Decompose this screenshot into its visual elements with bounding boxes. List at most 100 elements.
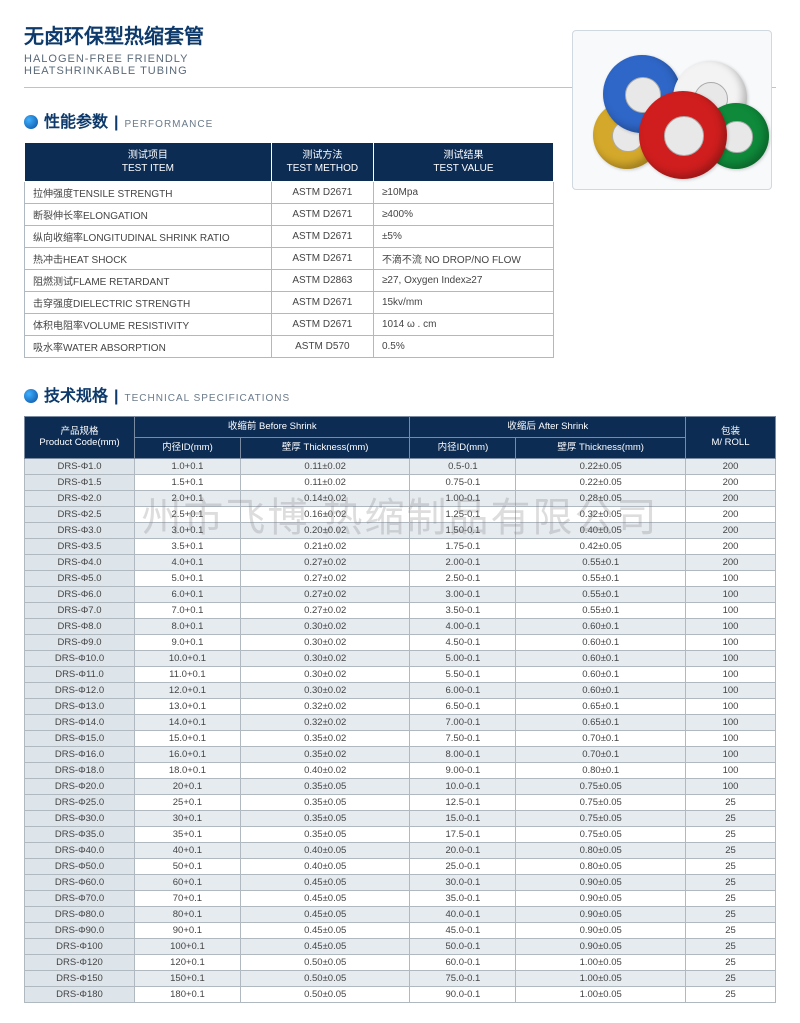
spec-cell-id-after: 20.0-0.1 (410, 842, 516, 858)
spec-cell-pack: 200 (686, 474, 776, 490)
spec-cell-pack: 25 (686, 890, 776, 906)
bullet-icon (24, 115, 38, 129)
spec-cell-thick-before: 0.45±0.05 (240, 938, 410, 954)
spec-cell-thick-after: 0.70±0.1 (516, 746, 686, 762)
perf-cell-method: ASTM D2671 (271, 292, 373, 314)
spec-cell-id-after: 4.50-0.1 (410, 634, 516, 650)
spec-cell-id-after: 3.50-0.1 (410, 602, 516, 618)
perf-row: 吸水率WATER ABSORPTIONASTM D5700.5% (25, 336, 554, 358)
spec-cell-id-before: 4.0+0.1 (135, 554, 241, 570)
spec-cell-thick-before: 0.40±0.02 (240, 762, 410, 778)
spec-cell-code: DRS-Φ60.0 (25, 874, 135, 890)
spec-cell-pack: 100 (686, 778, 776, 794)
spec-cell-thick-after: 1.00±0.05 (516, 970, 686, 986)
perf-cell-method: ASTM D2671 (271, 204, 373, 226)
spec-head-thick-before: 壁厚 Thickness(mm) (240, 437, 410, 458)
spec-cell-thick-after: 0.60±0.1 (516, 618, 686, 634)
spec-cell-id-after: 75.0-0.1 (410, 970, 516, 986)
spec-row: DRS-Φ5.05.0+0.10.27±0.022.50-0.10.55±0.1… (25, 570, 776, 586)
spec-cell-id-before: 6.0+0.1 (135, 586, 241, 602)
spec-cell-id-before: 80+0.1 (135, 906, 241, 922)
spec-cell-id-before: 1.5+0.1 (135, 474, 241, 490)
spec-cell-id-after: 10.0-0.1 (410, 778, 516, 794)
spec-cell-code: DRS-Φ4.0 (25, 554, 135, 570)
specs-cn: 技术规格 (44, 382, 108, 406)
spec-cell-pack: 100 (686, 666, 776, 682)
spec-cell-id-after: 15.0-0.1 (410, 810, 516, 826)
spec-row: DRS-Φ90.090+0.10.45±0.0545.0-0.10.90±0.0… (25, 922, 776, 938)
spec-cell-pack: 200 (686, 554, 776, 570)
perf-cell-method: ASTM D2863 (271, 270, 373, 292)
spec-cell-id-before: 25+0.1 (135, 794, 241, 810)
spec-cell-thick-after: 0.65±0.1 (516, 698, 686, 714)
spec-cell-thick-after: 0.60±0.1 (516, 682, 686, 698)
performance-cn: 性能参数 (44, 108, 108, 132)
spec-cell-thick-after: 0.90±0.05 (516, 890, 686, 906)
spec-cell-thick-before: 0.14±0.02 (240, 490, 410, 506)
spec-head-pack: 包装M/ ROLL (686, 417, 776, 459)
spec-row: DRS-Φ80.080+0.10.45±0.0540.0-0.10.90±0.0… (25, 906, 776, 922)
spec-cell-code: DRS-Φ90.0 (25, 922, 135, 938)
spec-cell-pack: 100 (686, 714, 776, 730)
spec-cell-id-before: 11.0+0.1 (135, 666, 241, 682)
spec-cell-thick-before: 0.40±0.05 (240, 842, 410, 858)
spec-cell-thick-after: 0.65±0.1 (516, 714, 686, 730)
perf-cell-method: ASTM D2671 (271, 226, 373, 248)
specifications-table: 产品规格Product Code(mm) 收缩前 Before Shrink 收… (24, 416, 776, 1003)
perf-cell-item: 击穿强度DIELECTRIC STRENGTH (25, 292, 272, 314)
spec-cell-thick-before: 0.27±0.02 (240, 602, 410, 618)
spec-cell-id-before: 7.0+0.1 (135, 602, 241, 618)
spec-cell-thick-before: 0.50±0.05 (240, 986, 410, 1002)
spec-cell-pack: 25 (686, 826, 776, 842)
performance-en: PERFORMANCE (125, 119, 214, 130)
spec-cell-id-after: 9.00-0.1 (410, 762, 516, 778)
spec-head-id-before: 内径ID(mm) (135, 437, 241, 458)
spec-cell-id-after: 25.0-0.1 (410, 858, 516, 874)
spec-row: DRS-Φ25.025+0.10.35±0.0512.5-0.10.75±0.0… (25, 794, 776, 810)
spec-row: DRS-Φ50.050+0.10.40±0.0525.0-0.10.80±0.0… (25, 858, 776, 874)
perf-cell-value: 15kv/mm (373, 292, 553, 314)
perf-cell-value: 0.5% (373, 336, 553, 358)
spec-cell-pack: 100 (686, 682, 776, 698)
spec-cell-code: DRS-Φ35.0 (25, 826, 135, 842)
spec-row: DRS-Φ1.51.5+0.10.11±0.020.75-0.10.22±0.0… (25, 474, 776, 490)
spec-cell-pack: 25 (686, 970, 776, 986)
spec-cell-id-after: 6.00-0.1 (410, 682, 516, 698)
spec-row: DRS-Φ150150+0.10.50±0.0575.0-0.11.00±0.0… (25, 970, 776, 986)
perf-cell-value: ≥10Mpa (373, 182, 553, 204)
perf-cell-value: 不滴不流 NO DROP/NO FLOW (373, 248, 553, 270)
spec-cell-thick-before: 0.32±0.02 (240, 698, 410, 714)
spec-cell-thick-before: 0.20±0.02 (240, 522, 410, 538)
spec-cell-id-after: 45.0-0.1 (410, 922, 516, 938)
spec-cell-code: DRS-Φ25.0 (25, 794, 135, 810)
spec-cell-id-after: 8.00-0.1 (410, 746, 516, 762)
spec-cell-id-before: 16.0+0.1 (135, 746, 241, 762)
spec-cell-id-after: 1.25-0.1 (410, 506, 516, 522)
spec-cell-thick-after: 0.90±0.05 (516, 874, 686, 890)
spec-cell-code: DRS-Φ80.0 (25, 906, 135, 922)
spec-cell-pack: 25 (686, 938, 776, 954)
spec-cell-thick-after: 0.55±0.1 (516, 554, 686, 570)
spec-cell-thick-after: 0.80±0.05 (516, 842, 686, 858)
spec-cell-thick-after: 0.22±0.05 (516, 458, 686, 474)
spec-cell-code: DRS-Φ3.0 (25, 522, 135, 538)
spec-cell-thick-before: 0.50±0.05 (240, 954, 410, 970)
spec-cell-thick-after: 1.00±0.05 (516, 986, 686, 1002)
spec-cell-thick-before: 0.21±0.02 (240, 538, 410, 554)
spec-cell-thick-after: 0.80±0.1 (516, 762, 686, 778)
spec-cell-code: DRS-Φ3.5 (25, 538, 135, 554)
spec-cell-pack: 25 (686, 922, 776, 938)
spec-cell-pack: 100 (686, 746, 776, 762)
spec-cell-id-before: 10.0+0.1 (135, 650, 241, 666)
spec-row: DRS-Φ9.09.0+0.10.30±0.024.50-0.10.60±0.1… (25, 634, 776, 650)
spec-cell-thick-before: 0.27±0.02 (240, 554, 410, 570)
spec-cell-id-before: 180+0.1 (135, 986, 241, 1002)
perf-cell-method: ASTM D2671 (271, 248, 373, 270)
spec-cell-id-after: 2.00-0.1 (410, 554, 516, 570)
spec-cell-code: DRS-Φ15.0 (25, 730, 135, 746)
spec-cell-thick-before: 0.35±0.05 (240, 826, 410, 842)
spec-cell-pack: 100 (686, 762, 776, 778)
spec-cell-id-before: 70+0.1 (135, 890, 241, 906)
spec-cell-thick-before: 0.45±0.05 (240, 906, 410, 922)
spec-row: DRS-Φ120120+0.10.50±0.0560.0-0.11.00±0.0… (25, 954, 776, 970)
